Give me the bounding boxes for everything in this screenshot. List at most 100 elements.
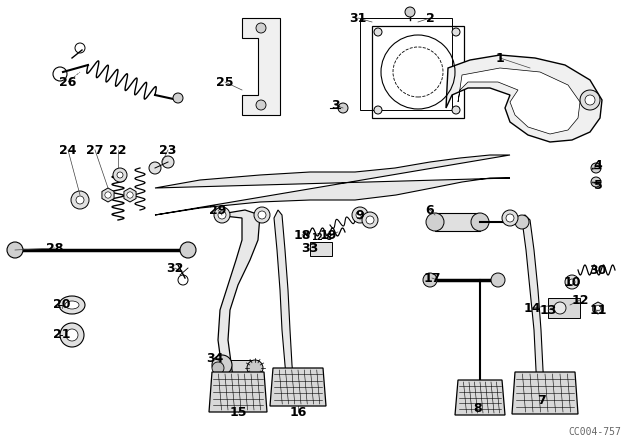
Circle shape <box>405 7 415 17</box>
Circle shape <box>426 213 444 231</box>
Circle shape <box>76 196 84 204</box>
Polygon shape <box>512 372 578 414</box>
Text: 22: 22 <box>109 143 127 156</box>
Text: 6: 6 <box>426 203 435 216</box>
Circle shape <box>502 210 518 226</box>
Polygon shape <box>458 68 580 134</box>
Text: 14: 14 <box>524 302 541 314</box>
Text: 30: 30 <box>589 263 607 276</box>
Ellipse shape <box>65 301 79 309</box>
Circle shape <box>595 305 601 311</box>
Circle shape <box>471 213 489 231</box>
Circle shape <box>214 207 230 223</box>
Circle shape <box>423 273 437 287</box>
Text: 12: 12 <box>572 293 589 306</box>
Bar <box>435 213 480 231</box>
Polygon shape <box>593 302 603 314</box>
Circle shape <box>591 163 601 173</box>
Circle shape <box>212 355 232 375</box>
Circle shape <box>374 28 382 36</box>
Circle shape <box>362 212 378 228</box>
Circle shape <box>212 362 224 374</box>
Text: 21: 21 <box>53 328 71 341</box>
Bar <box>310 242 332 256</box>
Ellipse shape <box>59 296 85 314</box>
Polygon shape <box>209 372 267 412</box>
Circle shape <box>105 192 111 198</box>
Text: 28: 28 <box>46 241 64 254</box>
Circle shape <box>66 329 78 341</box>
Circle shape <box>254 207 270 223</box>
Circle shape <box>338 103 348 113</box>
Text: 15: 15 <box>229 405 247 418</box>
Circle shape <box>374 106 382 114</box>
Circle shape <box>491 273 505 287</box>
Text: 17: 17 <box>423 271 441 284</box>
Circle shape <box>565 275 579 289</box>
Polygon shape <box>446 55 602 142</box>
Circle shape <box>218 211 226 219</box>
Text: 2: 2 <box>426 12 435 25</box>
Circle shape <box>162 156 174 168</box>
Text: 24: 24 <box>60 143 77 156</box>
Polygon shape <box>274 210 295 395</box>
Text: 12-8: 12-8 <box>312 233 333 241</box>
Text: 1: 1 <box>495 52 504 65</box>
Polygon shape <box>270 368 326 406</box>
Text: 26: 26 <box>60 76 77 89</box>
Polygon shape <box>455 380 505 415</box>
Circle shape <box>256 100 266 110</box>
Circle shape <box>127 192 133 198</box>
Text: 5: 5 <box>594 178 602 191</box>
Circle shape <box>554 302 566 314</box>
Circle shape <box>180 242 196 258</box>
Text: 4: 4 <box>594 159 602 172</box>
Bar <box>360 18 452 110</box>
Text: 11: 11 <box>589 303 607 316</box>
Text: 32: 32 <box>166 262 184 275</box>
Text: 18: 18 <box>293 228 310 241</box>
Circle shape <box>591 177 601 187</box>
Circle shape <box>366 216 374 224</box>
Circle shape <box>113 168 127 182</box>
Circle shape <box>258 211 266 219</box>
Text: 34: 34 <box>206 352 224 365</box>
Circle shape <box>117 172 123 178</box>
Text: 31: 31 <box>349 12 367 25</box>
Text: 13: 13 <box>540 303 557 316</box>
Circle shape <box>71 191 89 209</box>
Bar <box>228 360 258 376</box>
Circle shape <box>247 360 263 376</box>
Circle shape <box>356 211 364 219</box>
Circle shape <box>580 90 600 110</box>
Circle shape <box>452 28 460 36</box>
Circle shape <box>584 94 596 106</box>
Circle shape <box>149 162 161 174</box>
Circle shape <box>515 215 529 229</box>
Text: 27: 27 <box>86 143 104 156</box>
Circle shape <box>7 242 23 258</box>
Circle shape <box>173 93 183 103</box>
Text: 9: 9 <box>356 208 364 221</box>
Circle shape <box>352 207 368 223</box>
Circle shape <box>256 23 266 33</box>
Text: 25: 25 <box>216 76 234 89</box>
Circle shape <box>506 214 514 222</box>
Polygon shape <box>242 18 280 115</box>
Polygon shape <box>102 188 114 202</box>
Circle shape <box>585 95 595 105</box>
Text: 16: 16 <box>289 405 307 418</box>
Text: 29: 29 <box>209 203 227 216</box>
Text: CC004-757: CC004-757 <box>568 427 621 437</box>
Text: 3: 3 <box>331 99 339 112</box>
Polygon shape <box>124 188 136 202</box>
Text: 20: 20 <box>53 298 71 311</box>
Polygon shape <box>155 155 510 215</box>
Bar <box>372 26 464 118</box>
Text: 33: 33 <box>301 241 319 254</box>
Bar <box>548 298 580 318</box>
Text: 7: 7 <box>538 393 547 406</box>
Text: 10: 10 <box>563 276 580 289</box>
Text: 23: 23 <box>159 143 177 156</box>
Polygon shape <box>518 215 545 395</box>
